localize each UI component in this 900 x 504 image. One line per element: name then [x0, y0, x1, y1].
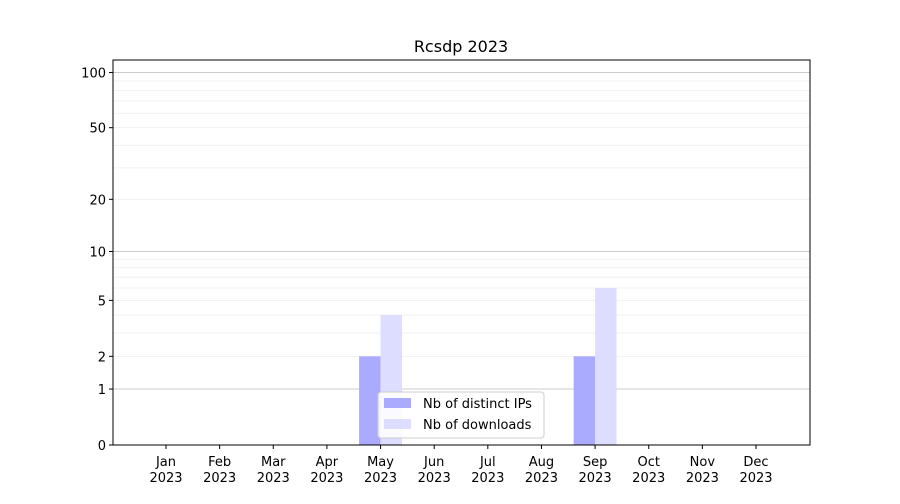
legend-swatch [384, 419, 411, 429]
chart-title: Rcsdp 2023 [414, 37, 508, 56]
y-tick-label: 20 [89, 193, 106, 208]
bar-distinct-ips [359, 356, 381, 445]
y-tick-label: 1 [98, 383, 106, 398]
x-tick-label: Dec 2023 [739, 455, 772, 486]
y-tick-label: 5 [98, 294, 106, 309]
plot-frame [112, 59, 811, 446]
legend-label: Nb of downloads [423, 418, 532, 433]
y-tick-label: 0 [98, 439, 106, 454]
x-tick-label: Oct 2023 [632, 455, 665, 486]
bar-distinct-ips [573, 356, 596, 445]
legend-label: Nb of distinct IPs [423, 397, 532, 412]
legend-swatch [384, 398, 411, 408]
y-tick-label: 10 [89, 245, 106, 260]
x-tick-label: Jun 2023 [418, 455, 451, 486]
legend: Nb of distinct IPs Nb of downloads [377, 391, 545, 439]
x-tick-label: Feb 2023 [203, 455, 236, 486]
x-tick-label: May 2023 [364, 455, 397, 486]
bar-downloads [595, 287, 617, 445]
x-tick-label: Jan 2023 [149, 455, 182, 486]
y-tick-label: 100 [81, 67, 106, 82]
y-tick-label: 50 [89, 122, 106, 137]
legend-box [377, 391, 545, 439]
x-tick-label: Sep 2023 [579, 455, 612, 486]
x-tick-label: Nov 2023 [686, 455, 719, 486]
x-tick-label: Mar 2023 [257, 455, 290, 486]
y-tick-label: 2 [98, 350, 106, 365]
x-tick-label: Aug 2023 [525, 455, 558, 486]
x-tick-label: Apr 2023 [310, 455, 343, 486]
x-tick-label: Jul 2023 [471, 455, 504, 486]
